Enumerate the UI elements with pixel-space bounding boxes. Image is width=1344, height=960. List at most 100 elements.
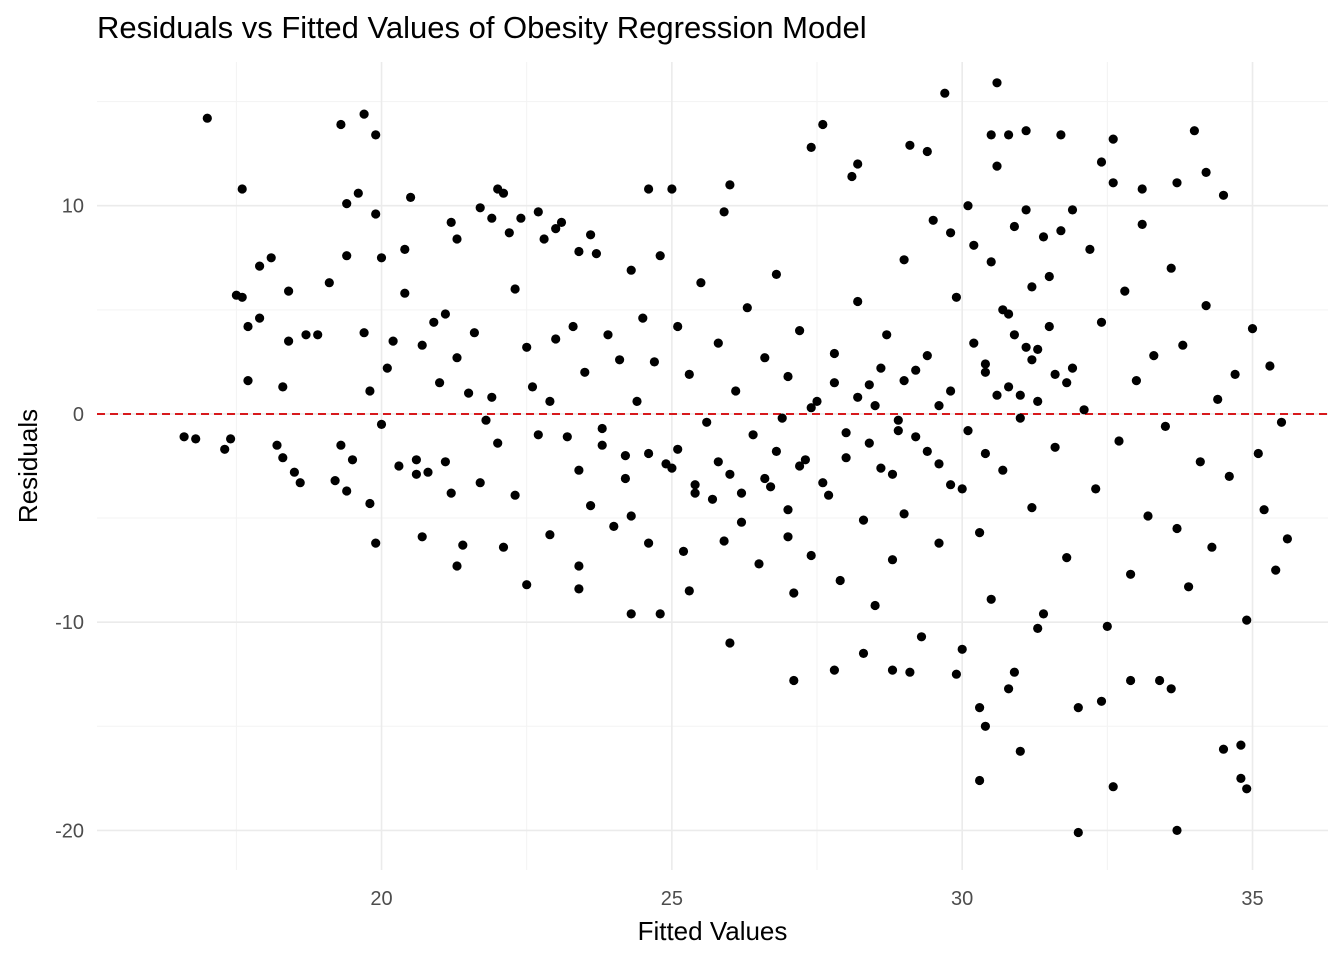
data-point <box>1015 746 1025 756</box>
data-point <box>870 401 880 411</box>
data-point <box>435 378 445 388</box>
data-point <box>975 775 985 786</box>
data-point <box>580 367 590 377</box>
data-point <box>1218 744 1229 754</box>
data-point <box>667 463 677 473</box>
data-point <box>1015 390 1025 400</box>
data-point <box>400 288 410 298</box>
data-point <box>545 396 555 406</box>
data-point <box>632 396 642 406</box>
data-point <box>376 253 387 263</box>
data-point <box>783 532 793 542</box>
data-point <box>533 430 543 440</box>
data-point <box>876 463 886 473</box>
data-point <box>475 478 485 488</box>
grid-lines <box>97 62 1328 870</box>
data-point <box>591 249 602 259</box>
data-point <box>371 130 381 140</box>
data-point <box>795 326 805 336</box>
data-point <box>272 440 282 450</box>
data-point <box>440 309 450 319</box>
data-point <box>957 644 967 654</box>
data-point <box>1033 396 1043 406</box>
data-point <box>1009 330 1020 340</box>
data-point <box>504 228 514 238</box>
data-point <box>818 478 828 488</box>
data-point <box>1096 157 1107 167</box>
data-point <box>359 328 369 338</box>
data-point <box>1166 263 1176 273</box>
y-tick-label: 0 <box>73 404 84 426</box>
data-point <box>957 484 967 494</box>
data-point <box>969 240 979 250</box>
data-point <box>934 459 944 469</box>
data-point <box>829 378 840 388</box>
data-point <box>1195 457 1205 467</box>
data-point <box>1126 675 1136 686</box>
data-point <box>713 457 723 467</box>
data-point <box>1108 134 1118 144</box>
data-point <box>382 363 392 373</box>
data-point <box>992 78 1002 88</box>
data-point <box>551 334 561 344</box>
data-point <box>963 201 973 211</box>
data-point <box>771 446 782 456</box>
data-point <box>371 538 381 548</box>
data-point <box>1044 321 1054 332</box>
data-point <box>1067 363 1078 373</box>
data-point <box>417 532 427 542</box>
data-point <box>858 515 869 525</box>
data-point <box>887 555 898 565</box>
data-point <box>1021 126 1031 136</box>
data-point <box>284 286 294 296</box>
data-point <box>423 467 433 477</box>
data-point <box>1259 505 1269 515</box>
data-point <box>1062 553 1072 563</box>
data-point <box>1131 376 1141 386</box>
data-point <box>522 580 532 590</box>
data-point <box>556 217 567 227</box>
data-point <box>539 234 549 244</box>
data-point <box>347 455 358 465</box>
data-point <box>713 338 723 348</box>
data-point <box>417 340 427 350</box>
data-point <box>1056 226 1066 236</box>
data-point <box>1271 565 1281 575</box>
data-point <box>574 465 584 475</box>
data-point <box>324 278 334 288</box>
data-point <box>928 215 938 225</box>
data-point <box>330 476 340 486</box>
data-point <box>1114 436 1124 446</box>
data-point <box>806 550 816 561</box>
data-point <box>655 609 665 619</box>
data-point <box>1050 369 1060 379</box>
data-point <box>731 386 741 396</box>
data-point <box>719 536 729 546</box>
data-point <box>963 426 973 436</box>
data-point <box>876 363 886 373</box>
data-point <box>1172 178 1182 188</box>
data-point <box>266 253 276 263</box>
data-point <box>464 388 474 398</box>
data-point <box>870 600 880 611</box>
data-point <box>452 353 462 363</box>
data-point <box>771 269 782 279</box>
data-point <box>469 328 479 338</box>
data-point <box>1056 130 1066 140</box>
data-point <box>551 224 561 234</box>
data-point <box>1073 703 1083 713</box>
data-point <box>905 667 915 677</box>
data-point <box>237 184 247 194</box>
data-point <box>998 305 1008 315</box>
data-point <box>893 426 903 436</box>
data-point <box>853 296 863 307</box>
data-point <box>1038 609 1049 619</box>
data-point <box>1160 421 1170 431</box>
data-point <box>289 467 299 477</box>
data-point <box>510 490 520 500</box>
data-point <box>980 721 991 731</box>
data-point <box>789 675 799 686</box>
data-point <box>1004 130 1014 140</box>
data-point <box>1282 534 1292 544</box>
x-tick-label: 25 <box>661 888 683 910</box>
